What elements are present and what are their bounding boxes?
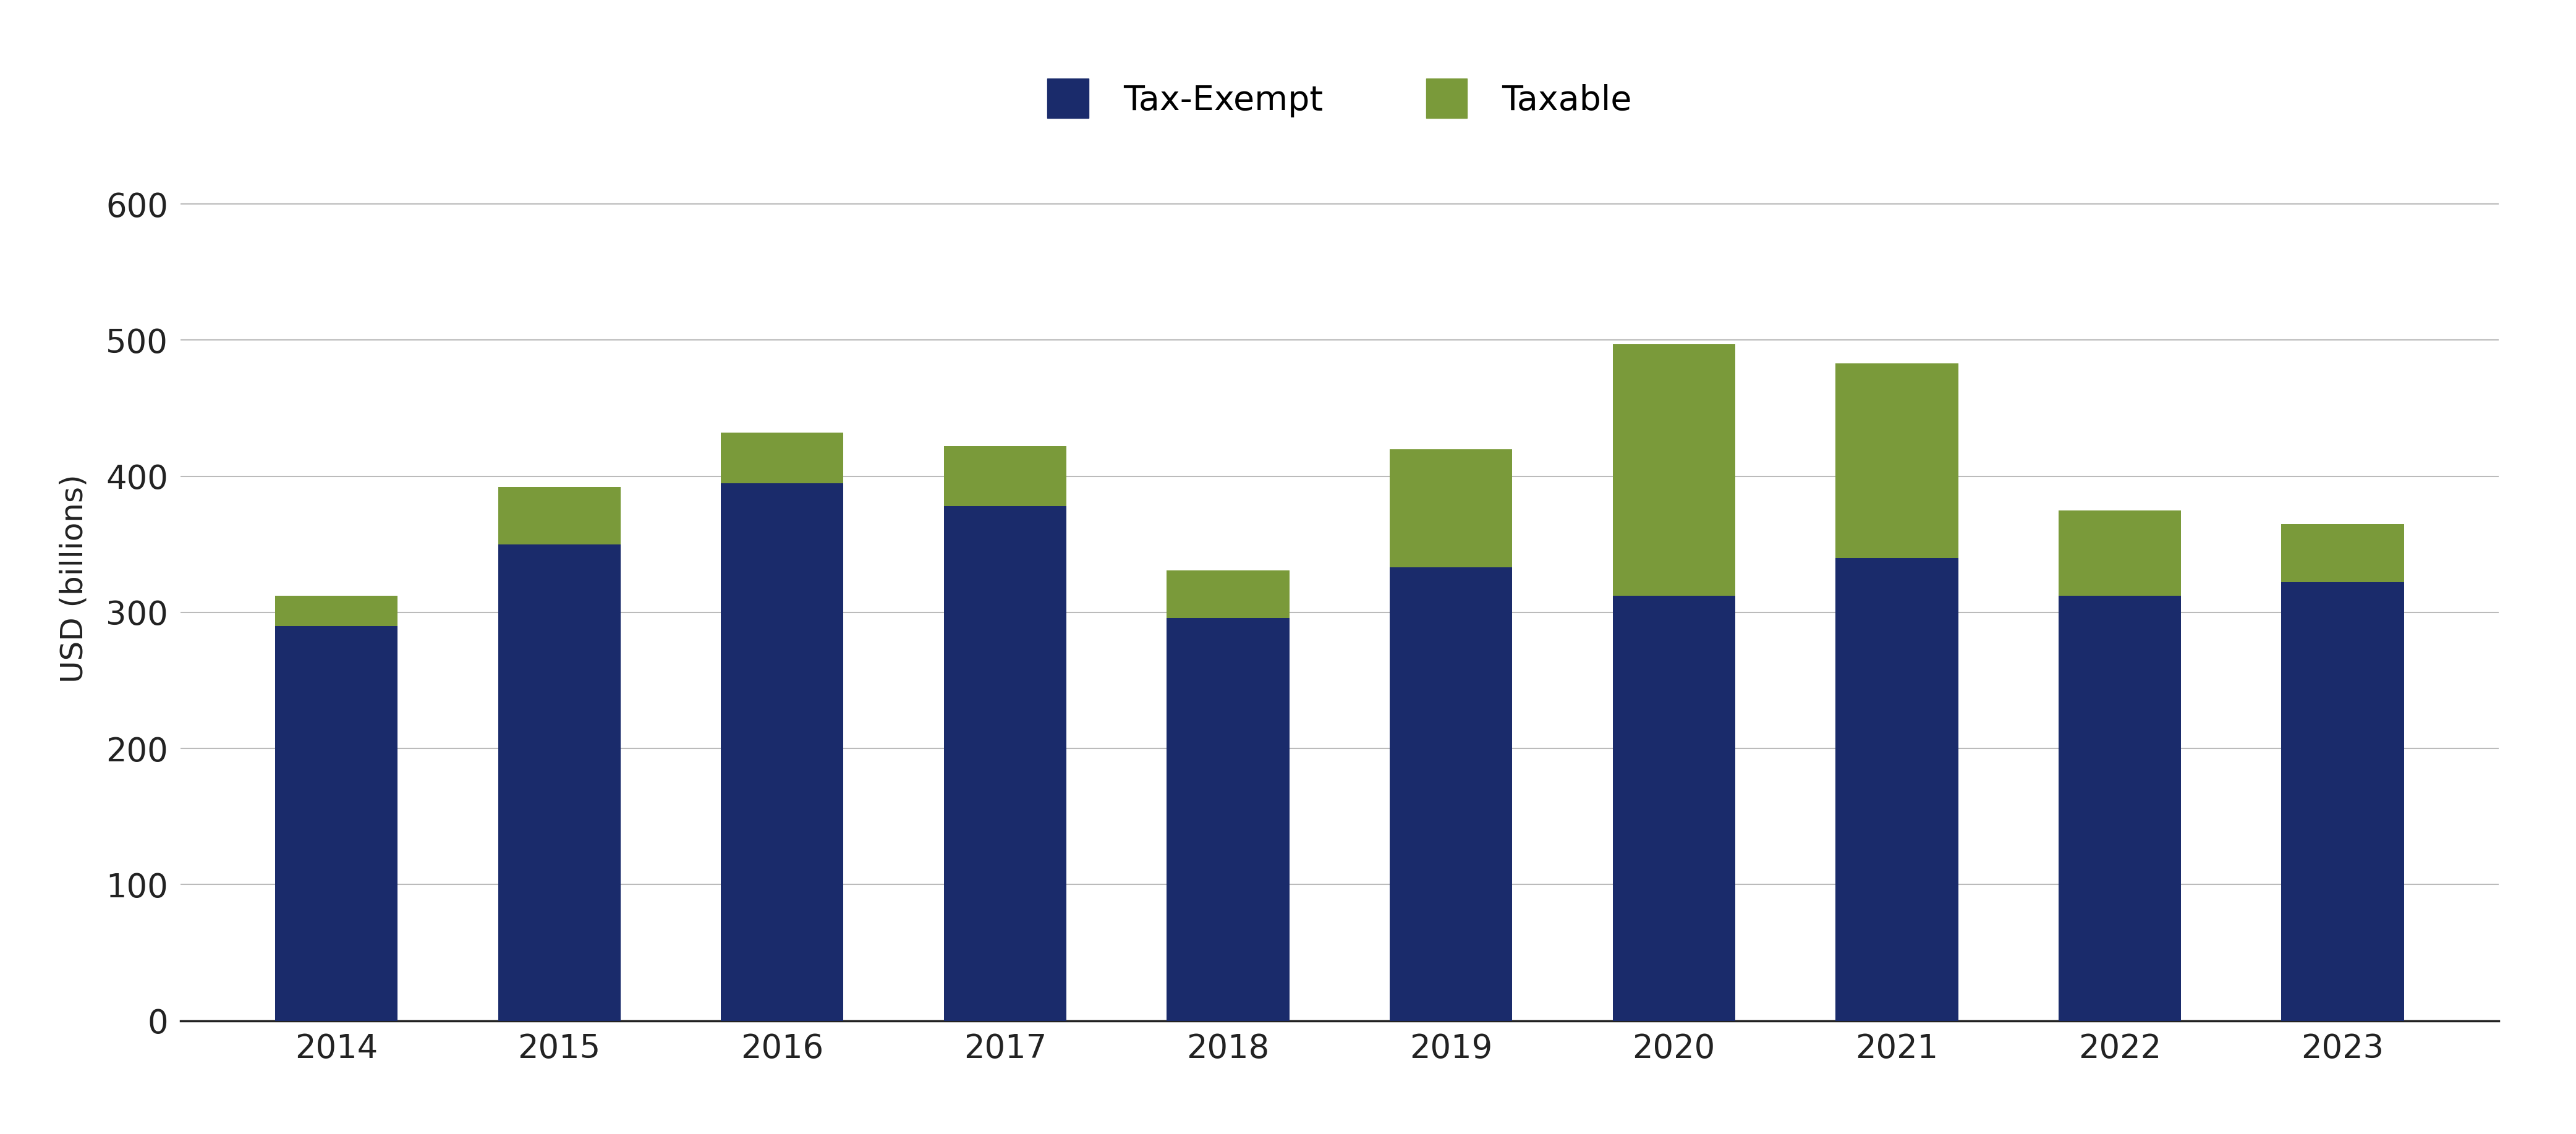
Bar xyxy=(497,488,621,544)
Bar xyxy=(1613,596,1736,1021)
Bar xyxy=(943,506,1066,1021)
Bar xyxy=(497,544,621,1021)
Bar xyxy=(1167,570,1291,618)
Bar xyxy=(2058,510,2182,596)
Legend: Tax-Exempt, Taxable: Tax-Exempt, Taxable xyxy=(1033,65,1646,132)
Bar xyxy=(1613,345,1736,596)
Bar xyxy=(2058,596,2182,1021)
Bar xyxy=(943,447,1066,506)
Bar xyxy=(721,483,842,1021)
Bar xyxy=(1388,567,1512,1021)
Bar xyxy=(1837,558,1958,1021)
Bar xyxy=(1167,618,1291,1021)
Y-axis label: USD (billions): USD (billions) xyxy=(59,474,88,683)
Bar xyxy=(721,433,842,483)
Bar xyxy=(1837,363,1958,558)
Bar xyxy=(276,626,397,1021)
Bar xyxy=(1388,449,1512,567)
Bar xyxy=(276,596,397,626)
Bar xyxy=(2282,524,2403,583)
Bar xyxy=(2282,583,2403,1021)
